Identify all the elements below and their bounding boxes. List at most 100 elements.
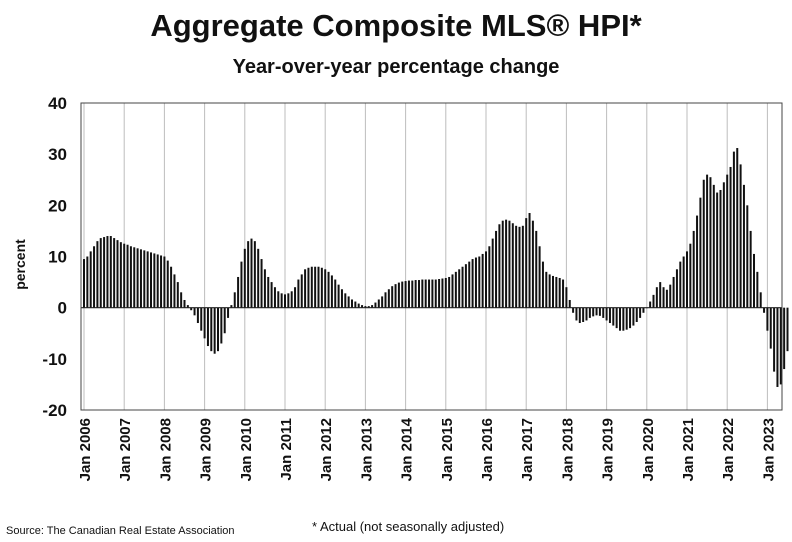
x-tick-label: Jan 2018 <box>559 418 576 481</box>
bar <box>662 287 665 308</box>
bar <box>377 299 380 308</box>
bar <box>692 230 695 308</box>
bar <box>461 266 464 308</box>
bar <box>310 266 313 308</box>
bar <box>267 276 270 308</box>
bar <box>240 261 243 308</box>
bar <box>679 261 682 308</box>
bar <box>320 267 323 308</box>
bar <box>170 266 173 308</box>
bar <box>153 253 156 308</box>
bar <box>552 275 554 308</box>
bar <box>625 307 628 330</box>
plot-frame <box>80 102 783 411</box>
bar <box>565 287 568 308</box>
bar <box>243 248 246 308</box>
x-tick-label: Jan 2022 <box>720 418 737 481</box>
bar <box>334 279 337 308</box>
bar <box>83 259 85 308</box>
bar <box>649 301 652 308</box>
bar <box>418 280 420 308</box>
bar <box>575 307 578 321</box>
bar <box>515 225 518 308</box>
bar <box>394 284 397 308</box>
bar <box>508 220 511 308</box>
bar <box>173 274 176 308</box>
x-tick-label: Jan 2007 <box>117 418 134 481</box>
y-tick-label: 40 <box>48 94 67 113</box>
x-tick-label: Jan 2023 <box>760 418 777 481</box>
bar <box>478 256 481 308</box>
bar <box>284 294 286 308</box>
y-tick-label: 20 <box>48 196 67 215</box>
bar <box>233 292 236 308</box>
bar <box>779 307 782 385</box>
chart-subtitle: Year-over-year percentage change <box>232 56 560 78</box>
bar <box>608 307 611 324</box>
bar <box>300 274 303 308</box>
bar <box>746 205 749 308</box>
bar <box>397 282 400 308</box>
bar <box>307 267 310 308</box>
bar <box>448 276 451 308</box>
bar <box>699 197 702 308</box>
bar <box>109 236 112 308</box>
bar <box>381 296 384 308</box>
bar <box>444 277 447 308</box>
y-tick-label: 30 <box>48 145 67 164</box>
bar <box>364 306 367 308</box>
bar <box>732 151 735 308</box>
bar <box>317 266 320 308</box>
bar <box>632 307 635 326</box>
bar <box>190 307 193 311</box>
x-tick-label: Jan 2021 <box>680 418 697 481</box>
bar <box>585 307 588 321</box>
bar <box>555 276 558 308</box>
bar <box>304 269 307 308</box>
bar <box>769 307 772 349</box>
bar <box>481 253 484 308</box>
bar <box>722 182 725 308</box>
x-tick-label: Jan 2010 <box>238 418 255 481</box>
bar <box>441 278 444 308</box>
bar <box>474 257 477 308</box>
bar <box>119 242 122 308</box>
bar <box>176 282 179 308</box>
bar <box>438 279 441 308</box>
bars <box>83 148 789 387</box>
bar <box>458 269 461 308</box>
bar <box>123 243 126 308</box>
bar <box>277 291 280 308</box>
bar <box>327 271 330 308</box>
bar <box>635 307 638 322</box>
bar <box>655 287 658 308</box>
bar <box>126 244 129 308</box>
bar <box>374 302 377 308</box>
bar <box>96 241 99 308</box>
bar <box>196 307 199 324</box>
bar <box>716 192 719 308</box>
bar <box>578 307 581 324</box>
bar <box>371 305 374 308</box>
bar <box>103 237 106 308</box>
bar <box>612 307 615 326</box>
bar <box>531 220 534 308</box>
bar <box>99 238 102 308</box>
x-tick-label: Jan 2011 <box>278 418 295 481</box>
bar <box>434 279 437 308</box>
bar <box>588 307 591 318</box>
bar <box>464 264 467 308</box>
bar <box>501 220 504 308</box>
bar <box>424 279 427 308</box>
bar <box>129 246 132 308</box>
x-tick-label: Jan 2008 <box>157 418 174 481</box>
bar <box>652 294 655 308</box>
bar <box>675 269 678 308</box>
bar <box>773 307 776 372</box>
bar <box>706 174 709 308</box>
y-axis-label: percent <box>12 239 28 290</box>
bar <box>454 271 457 308</box>
bar <box>136 248 139 308</box>
bar <box>511 223 514 308</box>
bar <box>521 225 524 308</box>
